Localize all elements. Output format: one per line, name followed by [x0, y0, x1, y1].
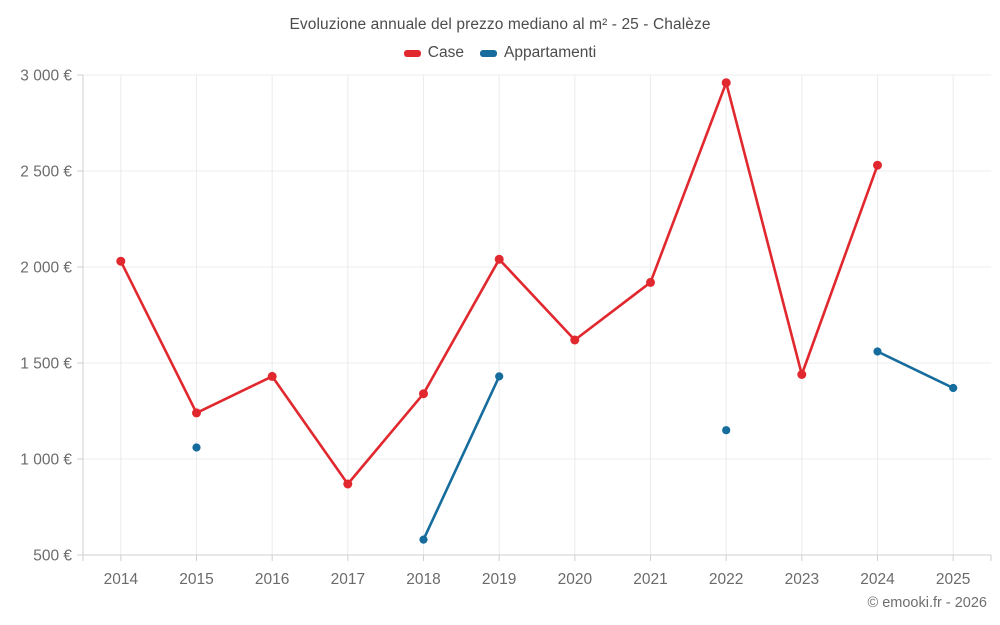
y-axis-label: 1 000 €: [20, 452, 72, 469]
data-point-case-2016[interactable]: [267, 371, 277, 381]
series-line-appartamenti: [422, 350, 955, 541]
copyright-watermark: © emooki.fr - 2026: [867, 595, 987, 611]
data-point-appartamenti-2015[interactable]: [192, 443, 201, 452]
y-axis-label: 2 000 €: [20, 260, 72, 277]
data-point-case-2015[interactable]: [192, 408, 201, 418]
data-point-appartamenti-2022[interactable]: [722, 426, 731, 435]
data-point-appartamenti-2019[interactable]: [495, 372, 504, 381]
legend: Case Appartamenti: [0, 44, 1000, 62]
data-point-case-2022[interactable]: [721, 78, 731, 88]
y-axis-label: 1 500 €: [20, 356, 72, 373]
x-axis-label: 2016: [255, 571, 289, 588]
y-axis-label: 500 €: [33, 548, 72, 565]
case-series-swatch-icon: [403, 49, 421, 57]
x-axis-label: 2018: [406, 571, 440, 588]
x-axis-label: 2014: [104, 571, 139, 588]
x-axis-label: 2023: [785, 571, 819, 588]
x-axis-label: 2017: [331, 571, 365, 588]
legend-item-case[interactable]: Case: [403, 44, 464, 62]
x-axis-label: 2025: [936, 571, 970, 588]
data-point-case-2014[interactable]: [116, 256, 126, 266]
legend-item-appartamenti[interactable]: Appartamenti: [479, 44, 597, 62]
data-point-case-2017[interactable]: [343, 479, 353, 489]
data-point-appartamenti-2025[interactable]: [949, 383, 958, 393]
x-axis-label: 2024: [860, 571, 895, 588]
legend-label-appartamenti: Appartamenti: [503, 44, 597, 61]
data-point-case-2023[interactable]: [797, 370, 807, 379]
data-point-case-2020[interactable]: [570, 335, 580, 345]
data-point-case-2021[interactable]: [646, 277, 655, 287]
chart-title: Evoluzione annuale del prezzo mediano al…: [289, 16, 711, 33]
x-axis-label: 2022: [709, 571, 743, 588]
y-axis-label: 3 000 €: [20, 68, 72, 85]
x-axis-label: 2021: [633, 571, 667, 588]
x-axis-label: 2020: [558, 571, 593, 588]
legend-label-case: Case: [427, 44, 464, 61]
x-axis-label: 2015: [179, 571, 213, 588]
data-point-case-2018[interactable]: [419, 389, 428, 399]
data-point-case-2024[interactable]: [873, 160, 882, 170]
data-point-case-2019[interactable]: [494, 254, 504, 264]
x-axis-label: 2019: [482, 571, 516, 588]
data-point-appartamenti-2018[interactable]: [419, 535, 428, 544]
y-axis-label: 2 500 €: [20, 164, 72, 181]
appartamenti-series-swatch-icon: [479, 49, 497, 57]
data-point-appartamenti-2024[interactable]: [873, 347, 882, 356]
